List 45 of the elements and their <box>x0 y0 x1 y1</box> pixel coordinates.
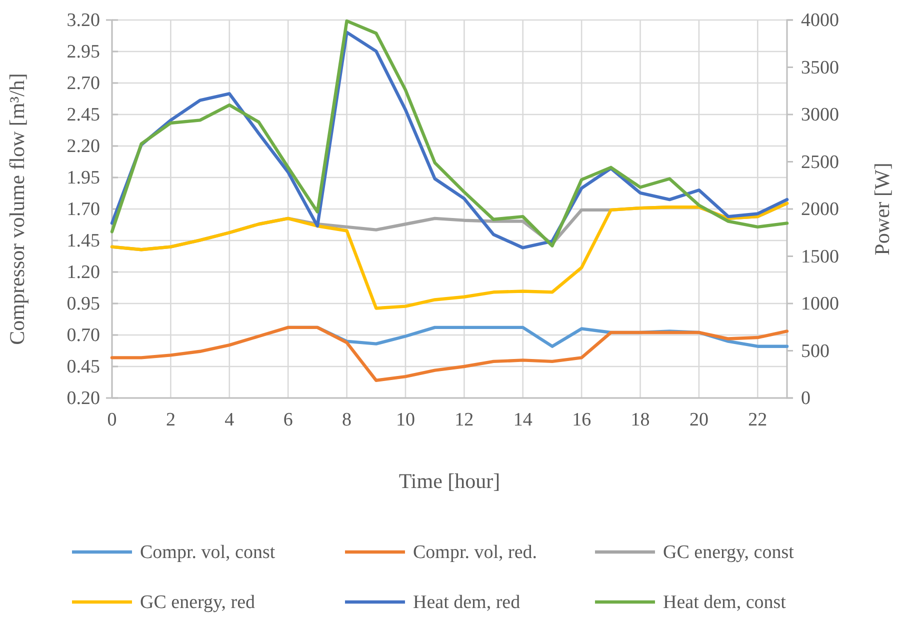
x-axis-title: Time [hour] <box>398 469 500 493</box>
x-tick-label: 22 <box>748 409 768 430</box>
legend-label: Heat dem, const <box>663 592 787 613</box>
x-tick-label: 18 <box>630 409 650 430</box>
x-tick-label: 16 <box>572 409 592 430</box>
legend-label: GC energy, const <box>663 542 795 563</box>
y2-tick-label: 3500 <box>801 57 839 78</box>
y2-tick-label: 4000 <box>801 10 839 32</box>
legend-label: Compr. vol, const <box>140 542 276 563</box>
x-tick-label: 10 <box>396 409 415 430</box>
y-tick-label: 2.20 <box>66 136 100 158</box>
x-tick-label: 4 <box>224 409 235 430</box>
y-tick-label: 1.95 <box>66 168 100 189</box>
x-tick-label: 6 <box>283 409 293 430</box>
y2-tick-label: 500 <box>801 340 830 362</box>
y2-tick-label: 1000 <box>801 294 839 315</box>
y-axis-title: Compressor volume flow [m³/h] <box>5 73 29 345</box>
y-tick-label: 1.70 <box>66 199 100 220</box>
y-tick-label: 2.95 <box>66 42 100 63</box>
y-tick-label: 2.70 <box>66 73 100 94</box>
y2-axis-title: Power [W] <box>870 162 894 256</box>
line-series <box>110 326 789 382</box>
x-tick-label: 8 <box>342 409 352 430</box>
y2-tick-label: 2500 <box>801 152 839 173</box>
y-tick-label: 2.45 <box>66 104 100 126</box>
y-tick-label: 0.95 <box>66 294 100 315</box>
x-tick-label: 14 <box>513 409 533 430</box>
legend-label: Heat dem, red <box>413 592 521 613</box>
x-tick-label: 20 <box>689 409 708 430</box>
legend-label: Compr. vol, red. <box>413 542 538 563</box>
x-tick-label: 0 <box>107 409 117 430</box>
x-tick-label: 12 <box>454 409 474 430</box>
line-series <box>110 202 789 310</box>
legend-label: GC energy, red <box>140 592 256 613</box>
y-tick-label: 1.45 <box>66 230 100 252</box>
y2-tick-label: 2000 <box>801 199 839 220</box>
y2-tick-label: 0 <box>801 388 810 410</box>
y-tick-label: 0.70 <box>66 325 100 346</box>
y2-tick-label: 1500 <box>801 246 839 268</box>
x-tick-label: 2 <box>166 409 176 430</box>
y-tick-label: 3.20 <box>66 10 100 32</box>
y-tick-label: 0.20 <box>66 388 100 410</box>
y-tick-label: 1.20 <box>66 262 100 284</box>
y2-tick-label: 3000 <box>801 104 839 126</box>
y-tick-label: 0.45 <box>66 356 100 378</box>
